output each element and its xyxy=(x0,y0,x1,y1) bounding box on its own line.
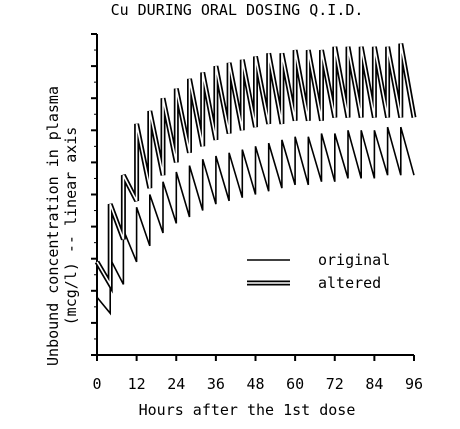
x-tick-label: 60 xyxy=(286,375,304,393)
series-layer xyxy=(94,43,417,316)
chart-title: Cu DURING ORAL DOSING Q.I.D. xyxy=(111,1,364,19)
x-tick-label: 36 xyxy=(207,375,225,393)
x-tick-label: 48 xyxy=(246,375,264,393)
x-tick-label: 84 xyxy=(365,375,383,393)
legend-label-original: original xyxy=(318,251,390,269)
axes: 0 12 24 36 48 60 72 84 96 xyxy=(91,33,423,393)
series-line-original xyxy=(96,126,415,316)
x-tick-label: 24 xyxy=(167,375,185,393)
legend: original altered xyxy=(247,251,390,292)
series-line-inner-altered xyxy=(96,43,415,288)
y-axis-label-line2: (mcg/l) -- linear axis xyxy=(62,127,80,326)
x-axis-label: Hours after the 1st dose xyxy=(139,401,356,419)
series-original xyxy=(96,126,415,316)
y-axis-label: Unbound concentration in plasma (mcg/l) … xyxy=(44,86,80,366)
x-tick-label: 0 xyxy=(92,375,101,393)
x-tick-label: 72 xyxy=(326,375,344,393)
x-tick-label: 96 xyxy=(405,375,423,393)
series-altered xyxy=(94,43,417,294)
legend-label-altered: altered xyxy=(318,274,381,292)
y-axis-label-line1: Unbound concentration in plasma xyxy=(44,86,62,366)
x-tick-label: 12 xyxy=(128,375,146,393)
